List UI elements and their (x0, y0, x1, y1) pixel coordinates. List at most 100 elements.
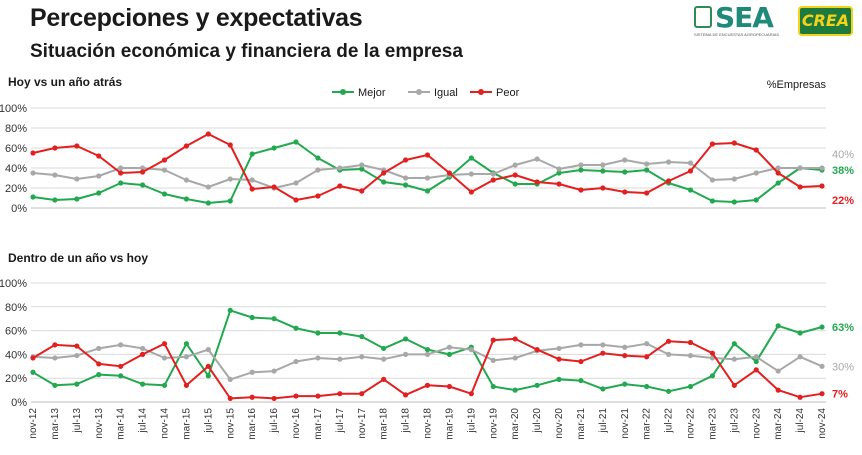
data-point-peor (424, 152, 431, 158)
data-point-mejor (293, 139, 299, 145)
data-point-peor (753, 367, 759, 373)
data-point-mejor (96, 372, 102, 378)
data-point-igual (293, 180, 299, 186)
data-point-mejor (315, 330, 321, 336)
data-point-igual (315, 167, 321, 173)
data-point-igual (753, 170, 759, 176)
x-tick-label: mar-21 (576, 408, 587, 440)
unit-note: %Empresas (767, 79, 827, 91)
data-point-peor (293, 197, 299, 203)
data-point-mejor (556, 376, 562, 382)
data-point-mejor (556, 170, 562, 176)
x-tick-label: mar-15 (181, 408, 192, 440)
data-point-igual (96, 173, 102, 179)
data-point-igual (139, 345, 146, 352)
x-tick-label: jul-23 (729, 408, 740, 434)
data-point-peor (52, 145, 58, 151)
x-tick-label: mar-19 (444, 408, 455, 440)
data-point-peor (644, 190, 650, 196)
data-point-igual (797, 354, 803, 360)
data-point-mejor (797, 330, 803, 336)
data-point-igual (161, 167, 168, 173)
y-tick-label: 60% (5, 326, 27, 338)
data-point-peor (359, 391, 365, 397)
data-point-peor (446, 170, 453, 176)
data-point-mejor (271, 145, 277, 151)
end-value-label: 38% (832, 165, 854, 177)
data-point-peor (249, 186, 255, 192)
legend-label: Igual (434, 87, 458, 99)
data-point-peor (578, 187, 584, 193)
data-point-mejor (315, 155, 321, 161)
data-point-peor (227, 142, 233, 148)
sea-logo-tagline: SISTEMA DE ENCUESTAS AGROPECUARIAS (694, 32, 780, 37)
data-point-peor (161, 341, 168, 347)
data-point-peor (797, 184, 803, 190)
data-point-igual (644, 161, 650, 167)
end-value-label: 7% (832, 389, 848, 401)
data-point-igual (600, 162, 606, 168)
data-point-peor (490, 177, 496, 183)
data-point-peor (819, 391, 825, 397)
legend-label: Mejor (358, 87, 386, 99)
data-point-igual (402, 175, 409, 181)
x-tick-label: mar-24 (773, 408, 784, 440)
data-point-igual (687, 352, 694, 359)
data-point-peor (468, 391, 474, 397)
data-point-igual (446, 344, 453, 350)
sea-logo: SEA SISTEMA DE ENCUESTAS AGROPECUARIAS (694, 1, 784, 42)
data-point-peor (118, 170, 124, 176)
data-point-igual (731, 356, 737, 362)
legend-swatch-marker (478, 89, 484, 95)
data-point-mejor (446, 351, 453, 357)
data-point-mejor (775, 323, 781, 329)
data-point-peor (315, 393, 321, 399)
end-value-label: 40% (832, 149, 854, 161)
panel-title: Hoy vs un año atrás (8, 75, 122, 89)
x-tick-label: jul-15 (203, 408, 214, 434)
data-point-igual (205, 184, 211, 190)
x-tick-label: jul-22 (664, 408, 675, 434)
x-tick-label: jul-16 (269, 408, 280, 434)
y-tick-label: 20% (5, 183, 27, 195)
sea-logo-icon (694, 6, 712, 28)
data-point-igual (600, 342, 606, 348)
data-point-peor (205, 131, 211, 137)
data-point-igual (468, 171, 474, 177)
x-tick-label: nov-16 (291, 408, 302, 439)
data-point-igual (96, 345, 102, 352)
data-point-mejor (709, 373, 716, 379)
data-point-igual (687, 160, 694, 166)
data-point-mejor (205, 200, 211, 206)
data-point-mejor (775, 180, 781, 186)
data-point-igual (249, 369, 255, 375)
data-point-peor (30, 355, 36, 361)
data-point-igual (359, 162, 365, 168)
data-point-peor (731, 382, 737, 388)
data-point-mejor (424, 347, 431, 353)
data-point-igual (249, 177, 255, 183)
data-point-peor (600, 185, 606, 191)
x-tick-label: mar-17 (313, 408, 324, 440)
data-point-peor (424, 382, 431, 388)
data-point-igual (775, 165, 781, 171)
x-tick-label: jul-18 (401, 408, 412, 434)
data-point-igual (819, 363, 825, 369)
y-tick-label: 100% (0, 278, 27, 290)
x-tick-label: nov-21 (620, 408, 631, 439)
data-point-peor (205, 363, 211, 369)
data-point-mejor (161, 191, 168, 197)
data-point-mejor (644, 167, 650, 173)
data-point-igual (424, 351, 431, 357)
data-point-mejor (139, 182, 146, 188)
data-point-igual (183, 177, 190, 183)
x-tick-label: mar-23 (707, 408, 718, 440)
data-point-peor (709, 350, 716, 356)
x-tick-label: nov-20 (554, 408, 565, 439)
data-point-igual (556, 166, 562, 172)
data-point-mejor (118, 180, 124, 186)
legend-swatch-marker (340, 89, 346, 95)
x-tick-label: jul-24 (795, 408, 806, 434)
data-point-igual (30, 170, 36, 176)
data-point-mejor (249, 151, 255, 157)
